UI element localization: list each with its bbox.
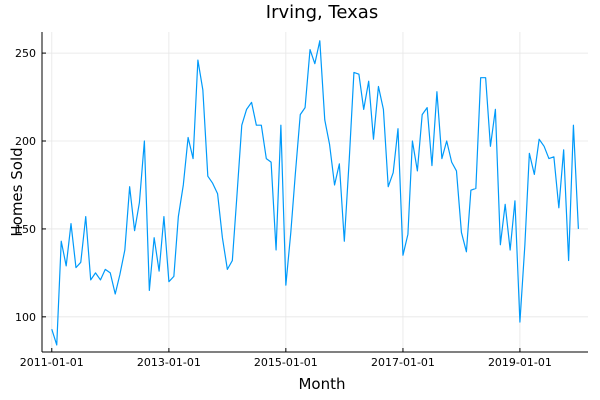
x-tick-label: 2013-01-01 [137, 356, 201, 369]
y-tick-label: 200 [15, 135, 36, 148]
series-line [51, 40, 579, 346]
y-ticks: 100 150 200 250 [15, 47, 46, 324]
x-tick-label: 2015-01-01 [254, 356, 318, 369]
series-lines [51, 40, 579, 346]
x-axis-label: Month [298, 375, 345, 393]
x-tick-label: 2019-01-01 [488, 356, 552, 369]
chart-title: Irving, Texas [266, 2, 378, 23]
axes [41, 32, 588, 353]
y-tick-label: 150 [15, 223, 36, 236]
y-axis-label: Homes Sold [8, 147, 26, 236]
grid-lines [42, 32, 588, 352]
y-tick-label: 100 [15, 311, 36, 324]
y-tick-label: 250 [15, 47, 36, 60]
x-ticks: 2011-01-01 2013-01-01 2015-01-01 2017-01-01… [20, 348, 552, 369]
x-tick-label: 2017-01-01 [371, 356, 435, 369]
x-tick-label: 2011-01-01 [20, 356, 84, 369]
